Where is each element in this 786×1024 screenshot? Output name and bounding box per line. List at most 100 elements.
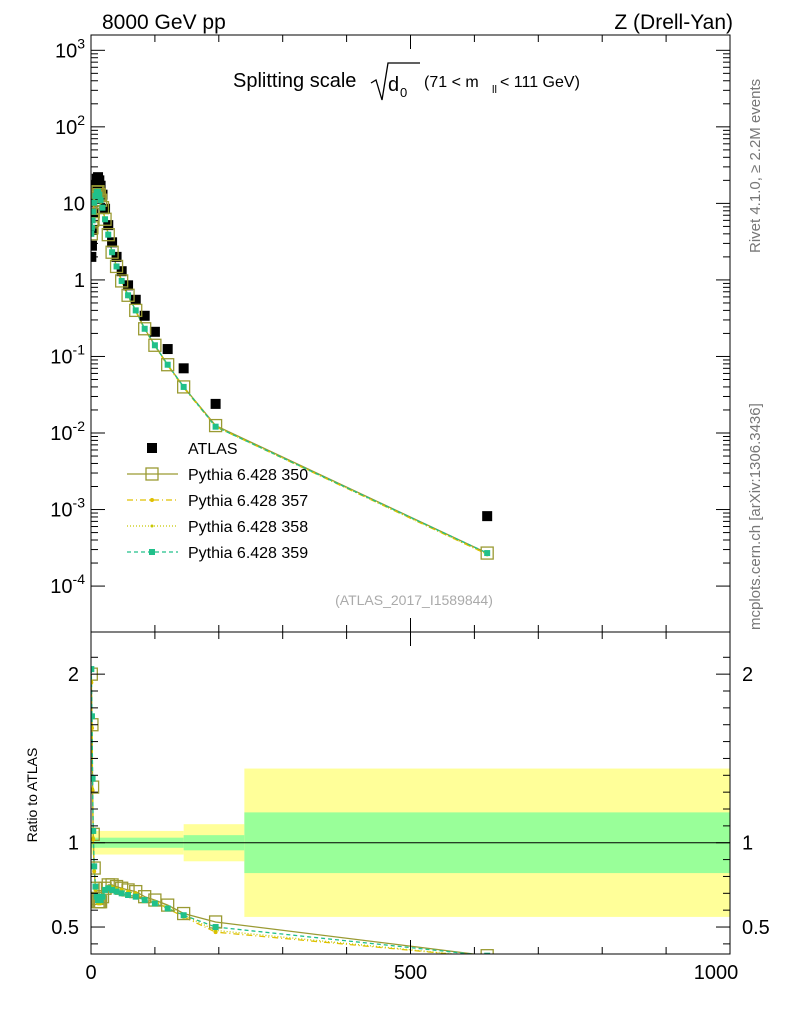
- title-cut-sub: ll: [492, 84, 497, 96]
- legend-label-p358: Pythia 6.428 358: [188, 519, 308, 536]
- main-point-p359-19: [151, 342, 158, 349]
- main-point-p359-0: [91, 230, 95, 237]
- main-series-markers: [91, 172, 494, 560]
- ratio-uncertainty-bands: [91, 768, 731, 917]
- ratio-ytick-label: 2: [68, 664, 79, 686]
- ratio-point-p359-19: [151, 900, 158, 907]
- collision-label: 8000 GeV pp: [102, 11, 226, 34]
- legend-marker-p350: [145, 467, 159, 481]
- main-point-p359-16: [125, 292, 132, 299]
- mcplots-label: mcplots.cern.ch [arXiv:1306.3436]: [747, 403, 764, 630]
- main-point-data-23: [482, 511, 493, 522]
- title-sqrt-arg: d: [388, 74, 399, 96]
- legend: ATLAS Pythia 6.428 350 Pythia 6.428 357 Pyt…: [127, 441, 308, 562]
- ratio-point-p359-1: [91, 713, 95, 720]
- main-point-data-1: [91, 240, 97, 251]
- title-sqrt-sub: 0: [400, 85, 407, 100]
- main-point-data-19: [149, 326, 160, 337]
- ratio-ytick-label-right: 2: [742, 664, 753, 686]
- ratio-point-p359-11: [102, 886, 109, 893]
- main-point-p350-17: [129, 303, 143, 318]
- main-point-p350-18: [138, 322, 152, 336]
- ratio-point-p359-10: [99, 893, 106, 900]
- ratio-xtick-label: 1000: [694, 962, 739, 984]
- process-label: Z (Drell-Yan): [614, 11, 733, 34]
- main-point-data-13: [107, 237, 118, 248]
- legend-marker-p359: [149, 549, 155, 555]
- ratio-ylabel: Ratio to ATLAS: [24, 748, 40, 843]
- ratio-point-p359-21: [180, 912, 187, 919]
- main-ytick-label: 10-1: [50, 341, 85, 368]
- main-ytick-label: 103: [55, 35, 85, 62]
- main-point-p359-17: [132, 307, 139, 314]
- legend-label-p357: Pythia 6.428 357: [188, 493, 308, 510]
- main-point-p350-16: [121, 288, 135, 302]
- main-point-p359-4: [91, 199, 98, 206]
- sqrt-symbol: [370, 62, 420, 101]
- ratio-series-markers: [91, 666, 494, 959]
- ratio-point-p359-6: [93, 893, 100, 900]
- ratio-xtick-label: 500: [394, 962, 427, 984]
- plot-title: Splitting scale d 0 (71 < m ll < 111 GeV…: [233, 62, 580, 101]
- main-point-p359-20: [164, 361, 171, 368]
- ratio-point-p359-18: [141, 897, 148, 904]
- ratio-point-p359-5: [92, 883, 99, 890]
- main-ytick-label: 10: [63, 193, 85, 215]
- main-point-p359-12: [105, 231, 112, 238]
- title-cut-close: < 111 GeV): [500, 74, 580, 91]
- main-ytick-label: 10-4: [50, 571, 85, 598]
- main-point-data-15: [116, 266, 127, 277]
- main-point-p350-14: [109, 259, 124, 274]
- ratio-point-p358-3: [91, 836, 95, 840]
- title-cut-open: (71 < m: [424, 74, 479, 91]
- ratio-point-p359-9: [97, 897, 104, 904]
- main-point-p359-15: [118, 277, 125, 284]
- ratio-ytick-label: 1: [68, 833, 79, 855]
- main-point-p359-8: [96, 191, 103, 198]
- ratio-point-p359-23: [484, 952, 491, 954]
- ratio-point-p359-12: [105, 885, 112, 892]
- legend-marker-data: [147, 443, 157, 453]
- ratio-point-p350-4: [91, 861, 101, 875]
- main-point-p359-2: [91, 217, 96, 224]
- main-point-data-0: [91, 251, 97, 262]
- main-point-p359-21: [180, 383, 187, 390]
- ratio-point-p350-23: [480, 949, 494, 954]
- main-point-p350-21: [177, 380, 191, 394]
- main-point-data-22: [210, 398, 221, 409]
- ratio-point-p359-17: [132, 893, 139, 900]
- legend-label-p350: Pythia 6.428 350: [188, 467, 308, 484]
- ratio-frame: [90, 631, 731, 955]
- ratio-point-p359-15: [118, 890, 125, 897]
- main-point-data-21: [178, 363, 189, 374]
- ratio-point-p350-21: [177, 906, 191, 921]
- legend-label-data: ATLAS: [188, 441, 238, 458]
- ratio-point-p359-3: [91, 827, 97, 834]
- main-point-p350-23: [480, 546, 494, 560]
- ratio-panel: 0.5 0.5 1 1 2 2 0 500 1000: [51, 631, 770, 984]
- main-point-p359-5: [92, 192, 99, 199]
- rivet-version-label: Rivet 4.1.0, ≥ 2.2M events: [747, 79, 764, 253]
- main-point-p350-11: [98, 212, 112, 226]
- ratio-point-p357-23: [485, 955, 489, 959]
- main-ytick-label: 102: [55, 112, 85, 139]
- main-point-p350-20: [161, 358, 175, 372]
- ratio-xtick-label: 0: [85, 962, 96, 984]
- ratio-point-p358-2: [91, 787, 95, 791]
- main-point-p359-11: [102, 216, 109, 223]
- ratio-point-p359-20: [164, 905, 171, 912]
- main-point-p350-12: [101, 228, 115, 242]
- main-point-p359-9: [97, 197, 104, 204]
- ratio-point-p359-22: [212, 924, 219, 931]
- ratio-point-p359-0: [91, 666, 95, 673]
- legend-label-p359: Pythia 6.428 359: [188, 545, 308, 562]
- main-point-p350-22: [208, 418, 223, 433]
- main-point-data-17: [130, 294, 141, 305]
- main-point-p359-14: [113, 263, 120, 270]
- ratio-point-p359-14: [113, 888, 120, 895]
- ratio-ytick-label: 0.5: [51, 917, 79, 939]
- ratio-ytick-label-right: 1: [742, 833, 753, 855]
- main-frame: [90, 34, 731, 633]
